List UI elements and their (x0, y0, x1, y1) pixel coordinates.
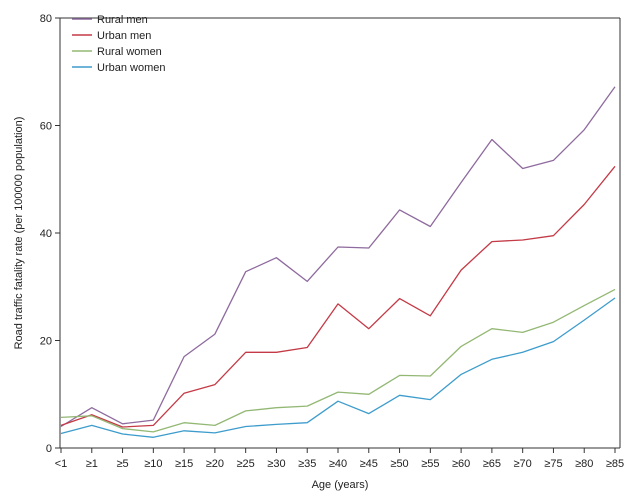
x-tick-label: ≥70 (514, 458, 532, 470)
y-tick-label: 60 (40, 121, 52, 133)
x-tick-label: ≥60 (452, 458, 470, 470)
legend-label-urban-women: Urban women (97, 62, 165, 74)
series-lines (60, 86, 616, 438)
x-tick-label: ≥10 (144, 458, 162, 470)
x-tick-label: <1 (55, 458, 68, 470)
x-tick-label: ≥20 (206, 458, 224, 470)
x-tick-label: ≥80 (575, 458, 593, 470)
x-tick-label: ≥55 (421, 458, 439, 470)
series-line-rural-women (60, 288, 616, 433)
x-axis-title: Age (years) (312, 479, 369, 491)
series-line-rural-men (60, 86, 616, 428)
legend: Rural men Urban men Rural women Urban women (72, 14, 165, 74)
x-tick-label: ≥50 (390, 458, 408, 470)
x-tick-label: ≥40 (329, 458, 347, 470)
y-axis-ticks: 0 20 40 60 80 (40, 13, 60, 455)
x-tick-label: ≥45 (360, 458, 378, 470)
x-tick-label: ≥25 (237, 458, 255, 470)
y-tick-label: 0 (46, 443, 52, 455)
x-tick-label: ≥85 (606, 458, 624, 470)
x-tick-label: ≥1 (86, 458, 98, 470)
x-tick-label: ≥5 (116, 458, 128, 470)
legend-label-rural-men: Rural men (97, 14, 148, 26)
y-tick-label: 40 (40, 228, 52, 240)
x-tick-label: ≥65 (483, 458, 501, 470)
x-tick-label: ≥30 (267, 458, 285, 470)
x-axis-ticks: <1 ≥1 ≥5 ≥10 ≥15 ≥20 ≥25 ≥30 ≥35 ≥40 ≥45 ≥50 ≥55 ≥60 ≥… (55, 448, 624, 470)
y-axis-title: Road traffic fatality rate (per 100000 p… (13, 117, 25, 350)
x-tick-label: ≥35 (298, 458, 316, 470)
series-line-urban-women (60, 297, 616, 438)
plot-frame (59, 17, 621, 449)
y-tick-label: 20 (40, 336, 52, 348)
legend-label-urban-men: Urban men (97, 30, 151, 42)
series-line-urban-men (60, 165, 616, 428)
legend-label-rural-women: Rural women (97, 46, 162, 58)
x-tick-label: ≥75 (544, 458, 562, 470)
y-tick-label: 80 (40, 13, 52, 25)
x-tick-label: ≥15 (175, 458, 193, 470)
